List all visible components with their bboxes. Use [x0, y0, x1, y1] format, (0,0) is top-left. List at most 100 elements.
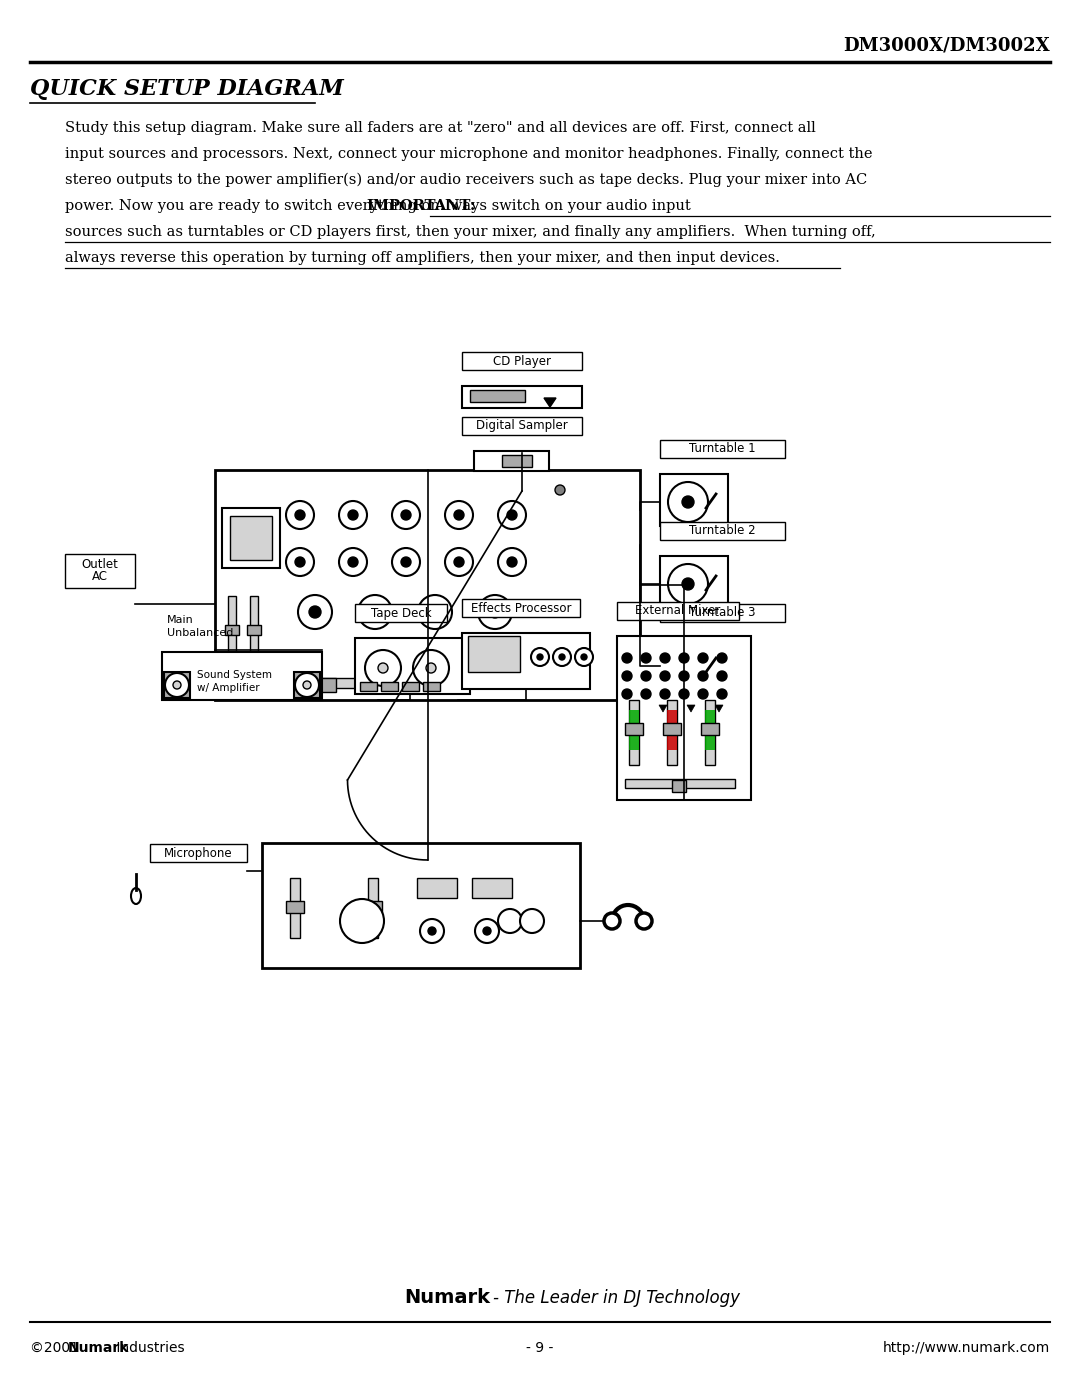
Circle shape	[445, 548, 473, 576]
Bar	[262, 842, 580, 968]
Circle shape	[173, 680, 181, 689]
Bar	[286, 901, 303, 914]
Bar	[617, 636, 751, 800]
Circle shape	[531, 648, 549, 666]
Text: Numark: Numark	[68, 1341, 130, 1355]
Bar	[625, 724, 643, 735]
Circle shape	[679, 689, 689, 698]
Circle shape	[669, 564, 708, 604]
Circle shape	[286, 548, 314, 576]
Circle shape	[418, 595, 453, 629]
Circle shape	[604, 914, 620, 929]
Bar	[150, 844, 247, 862]
Text: IMPORTANT:: IMPORTANT:	[366, 198, 475, 212]
Bar	[462, 386, 582, 408]
Text: input sources and processors. Next, connect your microphone and monitor headphon: input sources and processors. Next, conn…	[65, 147, 873, 161]
Text: QUICK SETUP DIAGRAM: QUICK SETUP DIAGRAM	[30, 78, 343, 101]
Circle shape	[339, 548, 367, 576]
Circle shape	[295, 557, 305, 567]
Circle shape	[295, 510, 305, 520]
Bar	[468, 636, 519, 672]
Bar	[660, 604, 785, 622]
Text: sources such as turntables or CD players first, then your mixer, and finally any: sources such as turntables or CD players…	[65, 225, 876, 239]
Circle shape	[717, 652, 727, 664]
Bar	[663, 724, 681, 735]
Bar	[423, 682, 440, 692]
Circle shape	[339, 502, 367, 529]
Circle shape	[489, 606, 501, 617]
Bar	[617, 602, 739, 620]
Bar	[472, 877, 512, 898]
Circle shape	[681, 659, 694, 672]
Circle shape	[642, 689, 651, 698]
Text: Turntable 2: Turntable 2	[689, 524, 755, 538]
Text: Unbalanced: Unbalanced	[167, 629, 233, 638]
Text: http://www.numark.com: http://www.numark.com	[882, 1341, 1050, 1355]
Circle shape	[679, 652, 689, 664]
Text: Turntable 1: Turntable 1	[689, 443, 755, 455]
Circle shape	[669, 482, 708, 522]
Text: Turntable 3: Turntable 3	[689, 606, 755, 619]
Bar	[225, 624, 239, 636]
Bar	[417, 877, 457, 898]
Circle shape	[369, 606, 381, 617]
Text: Tape Deck: Tape Deck	[370, 606, 431, 619]
Bar	[705, 710, 715, 750]
Circle shape	[660, 671, 670, 680]
Bar	[368, 877, 378, 937]
Circle shape	[475, 919, 499, 943]
Circle shape	[295, 673, 319, 697]
Bar	[462, 352, 582, 370]
Bar	[164, 672, 190, 698]
Circle shape	[365, 650, 401, 686]
Text: Industries: Industries	[112, 1341, 185, 1355]
Bar	[660, 474, 728, 527]
Circle shape	[454, 557, 464, 567]
Circle shape	[660, 652, 670, 664]
Text: Digital Sampler: Digital Sampler	[476, 419, 568, 433]
Circle shape	[498, 909, 522, 933]
Circle shape	[660, 689, 670, 698]
Text: stereo outputs to the power amplifier(s) and/or audio receivers such as tape dec: stereo outputs to the power amplifier(s)…	[65, 173, 867, 187]
Ellipse shape	[131, 888, 141, 904]
Circle shape	[378, 664, 388, 673]
Polygon shape	[715, 705, 723, 712]
Circle shape	[555, 485, 565, 495]
Circle shape	[717, 671, 727, 680]
Polygon shape	[687, 705, 696, 712]
Bar	[667, 700, 677, 766]
Bar	[402, 682, 419, 692]
Bar	[228, 597, 237, 668]
Text: - 9 -: - 9 -	[526, 1341, 554, 1355]
Bar	[672, 780, 686, 792]
Polygon shape	[659, 705, 667, 712]
Bar	[230, 515, 272, 560]
Text: - The Leader in DJ Technology: - The Leader in DJ Technology	[492, 1289, 740, 1308]
Text: CD Player: CD Player	[492, 355, 551, 367]
Text: Microphone: Microphone	[164, 847, 232, 859]
Circle shape	[537, 654, 543, 659]
Circle shape	[298, 595, 332, 629]
Bar	[625, 780, 735, 788]
Circle shape	[340, 900, 384, 943]
Circle shape	[401, 510, 411, 520]
Bar	[364, 901, 382, 914]
Bar	[355, 604, 447, 622]
Circle shape	[519, 909, 544, 933]
Circle shape	[401, 557, 411, 567]
Bar	[462, 416, 582, 434]
Circle shape	[717, 689, 727, 698]
Circle shape	[553, 648, 571, 666]
Bar	[470, 390, 525, 402]
Bar	[701, 724, 719, 735]
Circle shape	[622, 671, 632, 680]
Bar	[247, 624, 261, 636]
Circle shape	[507, 557, 517, 567]
Bar	[660, 638, 728, 690]
Polygon shape	[631, 705, 639, 712]
Bar	[355, 638, 470, 694]
Circle shape	[392, 548, 420, 576]
Bar	[249, 597, 258, 668]
Circle shape	[483, 928, 491, 935]
Bar	[660, 440, 785, 458]
